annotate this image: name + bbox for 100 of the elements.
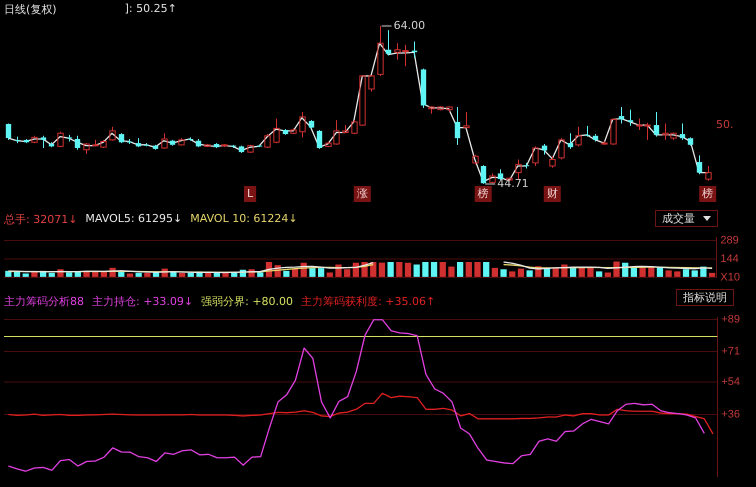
text: 主力持仓: +33.09↓ xyxy=(92,294,194,309)
text: 50. xyxy=(716,118,734,131)
text: 主力筹码获利度: +35.06↑ xyxy=(301,294,436,309)
candlestick xyxy=(636,118,643,130)
bar xyxy=(430,262,438,277)
bar xyxy=(205,272,212,277)
candlestick xyxy=(273,118,280,144)
bar xyxy=(178,272,186,277)
bar xyxy=(344,269,350,277)
candlestick xyxy=(238,145,244,154)
bar xyxy=(492,268,498,277)
y-tick-label: +36 xyxy=(721,408,740,421)
candlestick xyxy=(592,134,598,142)
bar xyxy=(674,271,680,277)
text: MAVOL5: 61295↓ xyxy=(85,212,182,227)
bar xyxy=(188,272,194,277)
bar xyxy=(144,272,150,277)
bar xyxy=(14,272,20,277)
bar xyxy=(92,271,98,277)
candlestick xyxy=(386,30,392,56)
bar xyxy=(378,262,386,277)
x-tick-label: L xyxy=(247,186,254,200)
candlestick xyxy=(74,135,80,150)
candlestick xyxy=(299,111,306,138)
bar xyxy=(222,272,229,277)
bar xyxy=(387,262,394,277)
bar xyxy=(257,272,264,277)
candlestick xyxy=(14,136,20,144)
bar xyxy=(5,270,12,277)
candlestick xyxy=(498,168,504,181)
bar xyxy=(483,262,490,277)
bar xyxy=(370,262,376,277)
bar xyxy=(422,262,429,277)
candlestick xyxy=(575,126,582,147)
candlestick xyxy=(394,42,401,60)
annotation: 44.71 xyxy=(497,176,529,190)
candlestick xyxy=(6,124,12,140)
y-tick-label: 289 xyxy=(720,234,739,246)
bar xyxy=(48,272,55,277)
bar xyxy=(692,270,698,277)
bar xyxy=(283,270,290,277)
bar xyxy=(22,274,29,277)
bar xyxy=(66,272,72,277)
candlestick xyxy=(308,120,314,129)
x-tick-label: 榜 xyxy=(478,186,489,200)
text: 指标说明 xyxy=(683,290,727,305)
candlestick xyxy=(696,154,702,175)
bar xyxy=(318,268,324,277)
candlestick xyxy=(568,132,574,150)
candlestick xyxy=(524,162,530,170)
x-tick-label: 榜 xyxy=(702,186,714,200)
bar xyxy=(326,272,333,277)
candlestick xyxy=(83,142,90,154)
y-tick-label: +54 xyxy=(721,376,740,388)
bar xyxy=(639,268,646,277)
bar xyxy=(404,262,412,277)
candlestick xyxy=(316,129,322,150)
candlestick xyxy=(144,142,150,146)
bar xyxy=(604,272,611,277)
candlestick xyxy=(480,164,486,184)
candlestick xyxy=(463,111,470,129)
bar xyxy=(396,262,402,277)
bar xyxy=(466,262,472,277)
candlestick xyxy=(542,144,548,156)
x-tick-label: 财 xyxy=(546,186,558,200)
candlestick xyxy=(680,122,686,140)
bar xyxy=(448,266,455,277)
candlestick xyxy=(126,138,132,145)
y-tick-label: X10 xyxy=(720,271,740,284)
candlestick xyxy=(662,122,669,140)
bar xyxy=(708,272,716,277)
candlestick xyxy=(515,159,522,180)
text: ]: 50.25↑ xyxy=(124,2,177,17)
candlestick xyxy=(420,68,426,108)
candlestick xyxy=(377,26,384,76)
y-tick-label: +71 xyxy=(721,346,740,358)
candlestick xyxy=(333,120,340,146)
bar xyxy=(509,271,516,277)
bar xyxy=(352,262,359,277)
bar xyxy=(682,269,690,277)
bar xyxy=(214,272,220,277)
candlestick xyxy=(136,138,142,148)
candlestick xyxy=(402,44,409,67)
chart-title: 日线(复权) xyxy=(4,2,57,17)
x-tick-label: 涨 xyxy=(356,186,368,200)
bar xyxy=(666,270,672,277)
bar xyxy=(414,264,420,277)
bar xyxy=(170,272,177,277)
chart-title: 主力筹码分析88 xyxy=(4,294,84,309)
y-tick-label: +89 xyxy=(721,313,740,326)
bar xyxy=(518,268,524,277)
bar xyxy=(500,269,507,277)
text: MAVOL 10: 61224↓ xyxy=(190,212,298,227)
annotation: 64.00 xyxy=(394,18,426,32)
bar xyxy=(126,274,134,277)
candlestick xyxy=(66,134,72,142)
bar xyxy=(309,268,316,277)
bar xyxy=(587,268,594,277)
ref-line-label: 强弱分界: +80.00 xyxy=(201,294,294,309)
bar xyxy=(596,271,602,277)
